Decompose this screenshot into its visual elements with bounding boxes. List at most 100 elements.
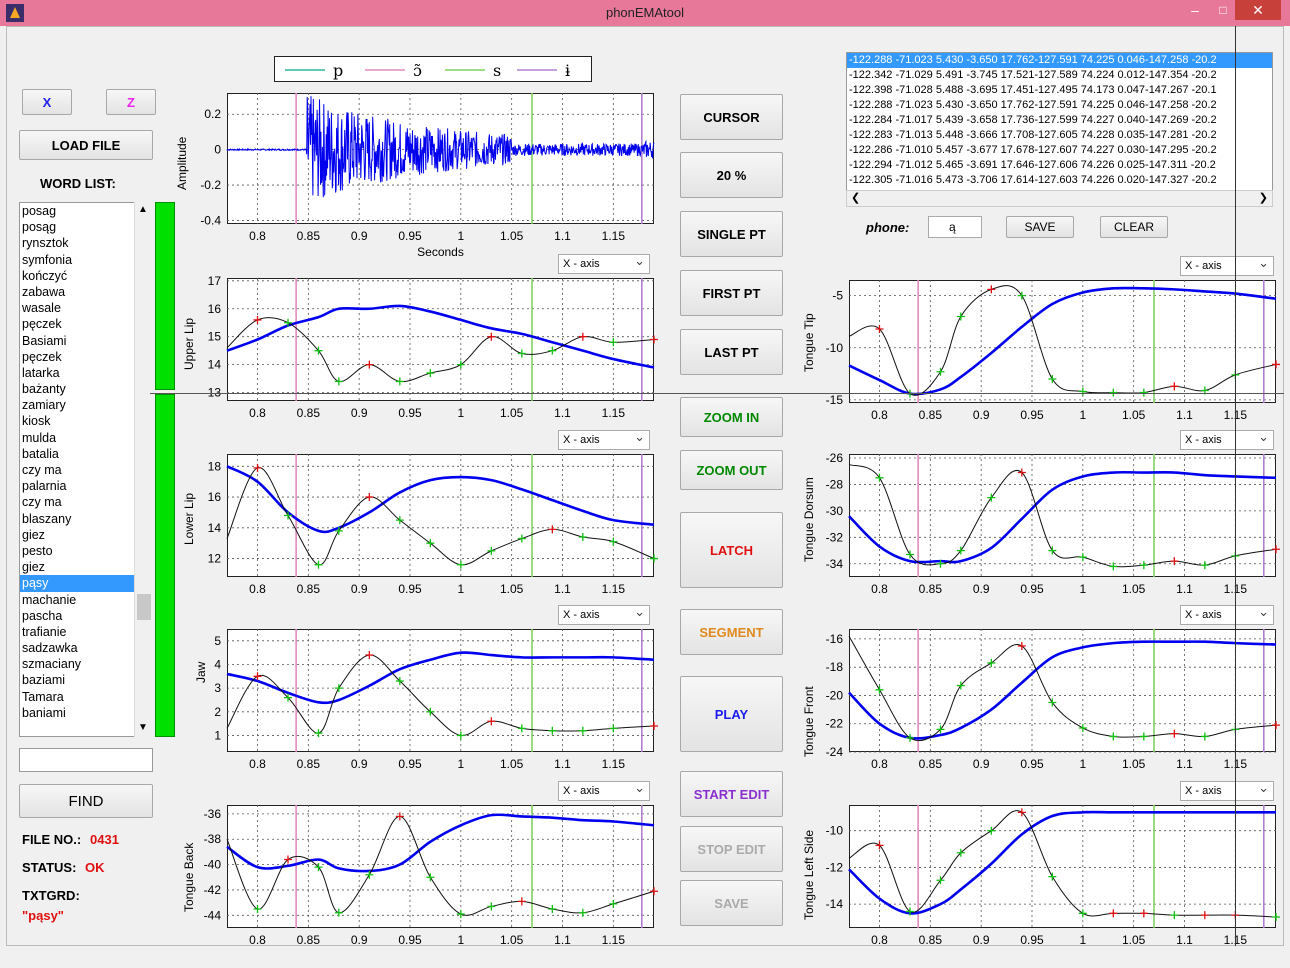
- word-list-item[interactable]: blaszany: [22, 511, 72, 526]
- start-edit-button[interactable]: START EDIT: [680, 771, 783, 817]
- segment-button[interactable]: SEGMENT: [680, 609, 783, 655]
- word-list-item[interactable]: wasale: [22, 301, 61, 316]
- x-button[interactable]: X: [22, 89, 72, 115]
- word-list-item[interactable]: giez: [22, 560, 45, 575]
- landmark-marker: [456, 731, 465, 740]
- x-axis-dropdown-upper-lip[interactable]: X - axis: [558, 252, 650, 274]
- scroll-down-icon[interactable]: ▼: [138, 722, 148, 733]
- word-list-item[interactable]: pesto: [22, 543, 53, 558]
- sensor-trajectory-line: [226, 813, 655, 873]
- word-list-item[interactable]: symfonia: [22, 252, 73, 267]
- scroll-right-icon[interactable]: ❯: [1258, 192, 1268, 204]
- coord-row[interactable]: -122.294 -71.012 5.465 -3.691 17.646-127…: [849, 159, 1216, 171]
- percent-button[interactable]: 20 %: [680, 152, 783, 198]
- word-list-item[interactable]: bażanty: [22, 382, 66, 397]
- coordinate-list[interactable]: -122.288 -71.023 5.430 -3.650 17.762-127…: [846, 52, 1273, 207]
- y-tick-label: -40: [204, 858, 222, 872]
- x-axis-dropdown-tongue-back[interactable]: X - axis: [558, 779, 650, 801]
- word-list-item[interactable]: trafianie: [22, 624, 67, 639]
- word-list-item[interactable]: mulda: [22, 430, 57, 445]
- latch-button[interactable]: LATCH: [680, 512, 783, 588]
- word-list-item[interactable]: posąg: [22, 220, 57, 235]
- maximize-button[interactable]: □: [1219, 3, 1227, 17]
- sensor-trajectory-line: [848, 470, 1277, 564]
- word-list-item[interactable]: machanie: [22, 592, 77, 607]
- phone-save-button[interactable]: SAVE: [1006, 216, 1074, 238]
- coord-hscrollbar[interactable]: ❮ ❯: [846, 190, 1273, 207]
- word-list-item[interactable]: pąsy: [20, 575, 152, 592]
- zoom-out-button[interactable]: ZOOM OUT: [680, 450, 783, 490]
- last-pt-button[interactable]: LAST PT: [680, 329, 783, 375]
- landmark-marker: [1048, 375, 1057, 384]
- x-axis-dropdown-lower-lip[interactable]: X - axis: [558, 428, 650, 450]
- word-list-item[interactable]: zamiary: [22, 398, 66, 413]
- zoom-in-button[interactable]: ZOOM IN: [680, 397, 783, 437]
- phone-clear-button[interactable]: CLEAR: [1100, 216, 1168, 238]
- load-file-button[interactable]: LOAD FILE: [19, 130, 153, 160]
- scroll-thumb[interactable]: [137, 594, 151, 620]
- coord-row[interactable]: -122.286 -71.010 5.457 -3.677 17.678-127…: [849, 144, 1217, 156]
- matlab-app-icon: [6, 4, 24, 22]
- x-axis-dropdown-tongue-left-side[interactable]: X - axis: [1180, 779, 1274, 801]
- word-list-item[interactable]: Tamara: [22, 689, 64, 704]
- x-axis-dropdown-tongue-front[interactable]: X - axis: [1180, 603, 1274, 625]
- word-list-item[interactable]: palarnia: [22, 479, 67, 494]
- coord-row[interactable]: -122.305 -71.016 5.473 -3.706 17.614-127…: [849, 174, 1217, 186]
- cursor-button[interactable]: CURSOR: [680, 94, 783, 140]
- scroll-up-icon[interactable]: ▲: [138, 204, 148, 215]
- word-list-item[interactable]: batalia: [22, 446, 59, 461]
- word-list-item[interactable]: zabawa: [22, 284, 66, 299]
- word-list-item[interactable]: kiosk: [22, 414, 51, 429]
- save-edit-button[interactable]: SAVE: [680, 880, 783, 926]
- landmark-marker: [1139, 732, 1148, 741]
- word-list[interactable]: posag posąg rynsztok symfonia kończyć zabawa w…: [19, 202, 153, 737]
- coord-row[interactable]: -122.288 -71.023 5.430 -3.650 17.762-127…: [847, 53, 1272, 68]
- x-tick-label: 0.9: [973, 757, 990, 771]
- first-pt-button[interactable]: FIRST PT: [680, 270, 783, 316]
- word-list-item[interactable]: kończyć: [22, 268, 68, 283]
- plot-axes-2[interactable]: [227, 454, 654, 577]
- word-list-item[interactable]: szmaciany: [22, 657, 82, 672]
- z-button[interactable]: Z: [106, 89, 156, 115]
- coord-row[interactable]: -122.284 -71.017 5.439 -3.658 17.736-127…: [849, 114, 1217, 126]
- phone-input[interactable]: [928, 216, 982, 238]
- plot-axes-4[interactable]: [227, 805, 654, 928]
- word-list-item[interactable]: czy ma: [22, 463, 62, 477]
- coord-row[interactable]: -122.288 -71.023 5.430 -3.650 17.762-127…: [849, 99, 1217, 111]
- x-tick-label: 1: [1079, 582, 1086, 596]
- word-list-item[interactable]: baniami: [22, 705, 66, 720]
- x-axis-dropdown-jaw[interactable]: X - axis: [558, 603, 650, 625]
- plot-svg-3: 0.8 0.85 0.9 0.95 1 1.05 1.1 1.15 1 2 3 4 5: [214, 629, 658, 771]
- stop-edit-button[interactable]: STOP EDIT: [680, 826, 783, 872]
- y-tick-label: -44: [204, 908, 222, 922]
- single-pt-button[interactable]: SINGLE PT: [680, 211, 783, 257]
- x-axis-dropdown-tongue-dorsum[interactable]: X - axis: [1180, 428, 1274, 450]
- word-list-item[interactable]: rynsztok: [22, 236, 69, 251]
- find-button[interactable]: FIND: [19, 784, 153, 818]
- coord-row[interactable]: -122.283 -71.013 5.448 -3.666 17.708-127…: [849, 129, 1217, 141]
- word-list-item[interactable]: pęczek: [22, 349, 62, 364]
- minimize-button[interactable]: –: [1191, 2, 1199, 18]
- word-list-item[interactable]: baziami: [22, 673, 66, 688]
- scroll-left-icon[interactable]: ❮: [851, 192, 861, 204]
- word-list-item[interactable]: latarka: [22, 365, 60, 380]
- y-tick-label: -38: [204, 832, 222, 846]
- plot-axes-8[interactable]: [849, 805, 1276, 928]
- word-list-item[interactable]: pęczek: [22, 317, 62, 332]
- plot-axes-7[interactable]: [849, 629, 1276, 752]
- word-list-scrollbar[interactable]: ▲ ▼: [134, 202, 153, 737]
- word-list-item[interactable]: czy ma: [22, 495, 62, 510]
- close-button[interactable]: ✕: [1235, 0, 1281, 20]
- find-input[interactable]: [19, 748, 153, 772]
- word-list-item[interactable]: posag: [22, 204, 57, 218]
- word-list-item[interactable]: giez: [22, 527, 45, 542]
- coord-row[interactable]: -122.398 -71.028 5.488 -3.695 17.451-127…: [849, 84, 1217, 96]
- coord-row[interactable]: -122.342 -71.029 5.491 -3.745 17.521-127…: [849, 69, 1217, 81]
- word-list-item[interactable]: Basiami: [22, 333, 67, 348]
- x-tick-label: 1.1: [554, 933, 571, 947]
- word-list-item[interactable]: pascha: [22, 608, 63, 623]
- play-button[interactable]: PLAY: [680, 676, 783, 752]
- x-axis-dropdown-tongue-tip[interactable]: X - axis: [1180, 254, 1274, 276]
- word-list-item[interactable]: sadzawka: [22, 641, 78, 656]
- landmark-marker: [517, 724, 526, 733]
